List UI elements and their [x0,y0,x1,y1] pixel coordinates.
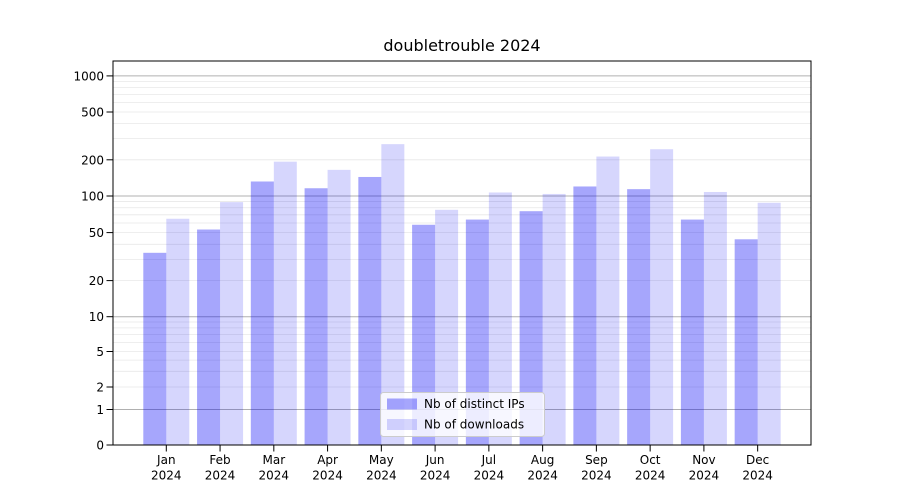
x-tick-label-year: 2024 [742,469,773,483]
bar-downloads-sep [596,156,620,445]
x-tick-label-year: 2024 [689,469,720,483]
legend: Nb of distinct IPs Nb of downloads [380,392,545,437]
x-tick-label-month: Mar [262,453,285,467]
x-tick-label-month: Sep [585,453,608,467]
bar-downloads-jul [488,192,512,445]
bar-distinct-ips-may [358,176,382,446]
x-tick-label-month: Apr [317,453,338,467]
bar-downloads-apr [327,169,351,445]
y-tick-label: 0 [96,439,104,453]
x-tick-label-month: Jan [156,453,176,467]
x-tick-label-month: Dec [746,453,769,467]
bar-distinct-ips-jul [465,219,489,445]
legend-box [380,392,545,437]
bar-downloads-mar [273,161,297,445]
y-tick-label: 50 [89,226,104,240]
bar-distinct-ips-aug [519,211,543,445]
y-tick-label: 500 [81,106,104,120]
bar-downloads-jun [435,209,459,445]
y-tick-label: 200 [81,153,104,167]
x-tick-label-year: 2024 [366,469,397,483]
plot-border [112,60,812,446]
x-tick-label-year: 2024 [259,469,290,483]
bar-downloads-dec [757,202,781,445]
bar-distinct-ips-apr [304,188,328,445]
bar-distinct-ips-mar [250,181,274,445]
legend-label-downloads: Nb of downloads [424,418,524,432]
x-tick-label-year: 2024 [205,469,236,483]
bar-downloads-may [381,144,405,446]
x-tick-label-month: Oct [640,453,661,467]
legend-label-distinct-ips: Nb of distinct IPs [424,397,525,411]
y-tick-label: 5 [96,345,104,359]
x-tick-label-month: Feb [209,453,230,467]
bar-downloads-oct [650,149,674,446]
x-tick-label-month: Jun [425,453,445,467]
bar-downloads-jan [166,218,190,445]
bar-downloads-nov [703,191,727,445]
x-tick-label-year: 2024 [635,469,666,483]
bar-distinct-ips-jun [412,224,436,445]
x-tick-label-year: 2024 [420,469,451,483]
bar-distinct-ips-dec [734,239,758,445]
bar-downloads-aug [542,193,566,445]
x-tick-label-year: 2024 [312,469,343,483]
chart-title: doubletrouble 2024 [383,36,540,55]
bar-distinct-ips-feb [197,229,221,445]
y-tick-label: 1000 [73,69,104,83]
bar-distinct-ips-sep [573,186,597,445]
y-tick-label: 10 [89,310,104,324]
legend-swatch-distinct-ips [387,398,417,410]
y-tick-label: 2 [96,381,104,395]
bar-distinct-ips-oct [627,189,651,445]
bar-distinct-ips-jan [143,252,167,445]
legend-swatch-downloads [387,419,417,430]
y-tick-label: 1 [96,403,104,417]
bar-downloads-feb [220,202,244,445]
x-tick-label-year: 2024 [527,469,558,483]
x-tick-label-month: May [369,453,394,467]
x-tick-label-month: Jul [481,453,496,467]
y-tick-label: 100 [81,190,104,204]
bar-distinct-ips-nov [680,219,704,445]
x-tick-label-year: 2024 [474,469,505,483]
x-tick-label-month: Nov [692,453,715,467]
y-tick-label: 20 [89,274,104,288]
x-tick-label-year: 2024 [581,469,612,483]
x-tick-label-year: 2024 [151,469,182,483]
x-tick-label-month: Aug [531,453,554,467]
